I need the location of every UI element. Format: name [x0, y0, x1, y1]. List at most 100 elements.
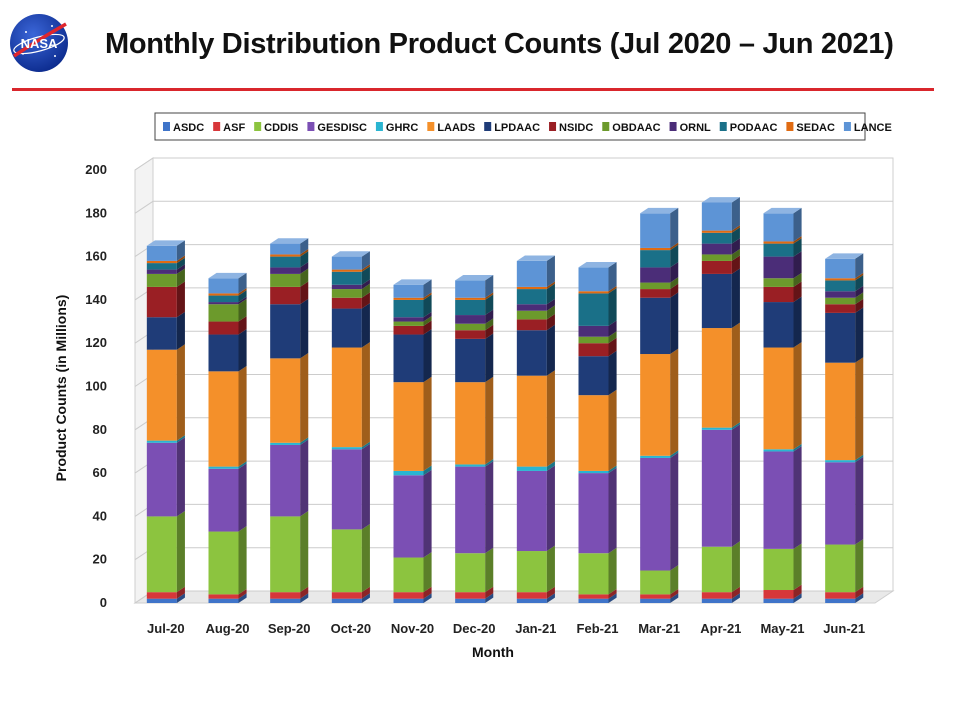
- x-tick-label: Sep-20: [268, 621, 311, 636]
- bar-side: [361, 441, 370, 450]
- bar-side: [546, 586, 555, 599]
- bar-side: [670, 242, 679, 251]
- bar-front: [208, 598, 239, 603]
- bar-front: [578, 395, 609, 471]
- bar-segment-ghrc: [825, 454, 864, 463]
- bar-front: [393, 325, 424, 335]
- bar-front: [763, 548, 794, 591]
- bar-front: [516, 598, 547, 603]
- bar-side: [546, 281, 555, 290]
- bar-side: [176, 593, 185, 603]
- bar-segment-lance: [763, 207, 802, 242]
- bar-segment-lpdaac: [455, 333, 494, 383]
- bar-front: [331, 289, 362, 298]
- bar-segment-laads: [270, 352, 309, 443]
- bar-segment-asf: [455, 586, 494, 599]
- bar-side: [608, 547, 617, 595]
- bar-segment-gesdisc: [455, 461, 494, 554]
- bar-front: [393, 557, 424, 593]
- bar-side: [423, 292, 432, 300]
- bar-side: [238, 298, 247, 322]
- legend-swatch: [719, 122, 727, 131]
- bar-side: [485, 275, 494, 298]
- bar-side: [176, 311, 185, 350]
- bar-segment-ornl: [455, 309, 494, 324]
- legend-label: LAADS: [437, 122, 475, 134]
- bar-side: [361, 593, 370, 603]
- bar-side: [731, 268, 740, 329]
- bar-front: [825, 362, 856, 461]
- bar-top: [455, 275, 494, 281]
- bar-segment-lpdaac: [331, 303, 370, 348]
- bar-side: [608, 320, 617, 337]
- bar-segment-asdc: [763, 593, 802, 603]
- bar-side: [793, 207, 802, 242]
- legend-label: GESDISC: [317, 122, 367, 134]
- bar-segment-cddis: [455, 547, 494, 593]
- bar-side: [793, 281, 802, 303]
- legend-item-nsidc: NSIDC: [549, 122, 593, 134]
- legend-item-asdc: ASDC: [163, 122, 204, 134]
- gridline: [134, 157, 893, 171]
- nasa-logo: NASA: [10, 14, 68, 72]
- bar-side: [238, 290, 247, 303]
- bar-segment-lpdaac: [208, 329, 247, 372]
- bar-side: [670, 452, 679, 571]
- bar-front: [578, 343, 609, 357]
- bar-segment-ornl: [516, 298, 555, 311]
- legend-item-asf: ASF: [213, 122, 245, 134]
- bar-front: [763, 598, 794, 603]
- bar-segment-sedac: [763, 236, 802, 244]
- bar-segment-gesdisc: [763, 446, 802, 549]
- bar-front: [516, 330, 547, 376]
- legend-item-obdaac: OBDAAC: [602, 122, 661, 134]
- bar-front: [146, 598, 177, 603]
- bar-front: [825, 304, 856, 313]
- bar-front: [640, 598, 671, 603]
- bar-front: [331, 269, 362, 272]
- bar-side: [793, 272, 802, 287]
- bar-front: [763, 451, 794, 549]
- bar-front: [455, 338, 486, 383]
- bar-front: [516, 304, 547, 311]
- bar-side: [238, 288, 247, 296]
- bar-side: [485, 309, 494, 324]
- bar-front: [146, 592, 177, 599]
- bar-side: [731, 197, 740, 231]
- bar-segment-ornl: [331, 279, 370, 290]
- legend-label: NSIDC: [559, 122, 593, 134]
- bar-side: [731, 255, 740, 274]
- bar-front: [393, 297, 424, 300]
- bar-front: [455, 323, 486, 331]
- bar-side: [608, 331, 617, 344]
- bar-side: [423, 294, 432, 318]
- bar-side: [670, 292, 679, 355]
- bar-segment-ghrc: [455, 459, 494, 467]
- bar-segment-laads: [640, 348, 679, 456]
- bar-segment-cddis: [578, 547, 617, 595]
- bar-front: [270, 286, 301, 305]
- bar-top: [701, 197, 740, 203]
- bar-side: [361, 264, 370, 272]
- bar-segment-podaac: [146, 257, 185, 270]
- legend-label: LPDAAC: [494, 122, 540, 134]
- bar-front: [701, 429, 732, 547]
- bar-side: [423, 376, 432, 471]
- bar-segment-lpdaac: [578, 350, 617, 396]
- bar-segment-laads: [578, 389, 617, 471]
- y-tick-label: 200: [85, 162, 107, 177]
- bar-front: [763, 286, 794, 303]
- bar-side: [670, 565, 679, 595]
- bar-front: [208, 334, 239, 372]
- bar-side: [423, 311, 432, 322]
- bar-segment-laads: [455, 376, 494, 465]
- bar-segment-cddis: [701, 541, 740, 593]
- bar-top: [393, 279, 432, 285]
- bar-segment-cddis: [146, 511, 185, 593]
- bar-segment-ornl: [270, 262, 309, 274]
- bar-front: [640, 250, 671, 268]
- legend-swatch: [375, 122, 383, 131]
- bar-side: [423, 552, 432, 593]
- bar-segment-podaac: [331, 266, 370, 285]
- legend-swatch: [163, 122, 170, 131]
